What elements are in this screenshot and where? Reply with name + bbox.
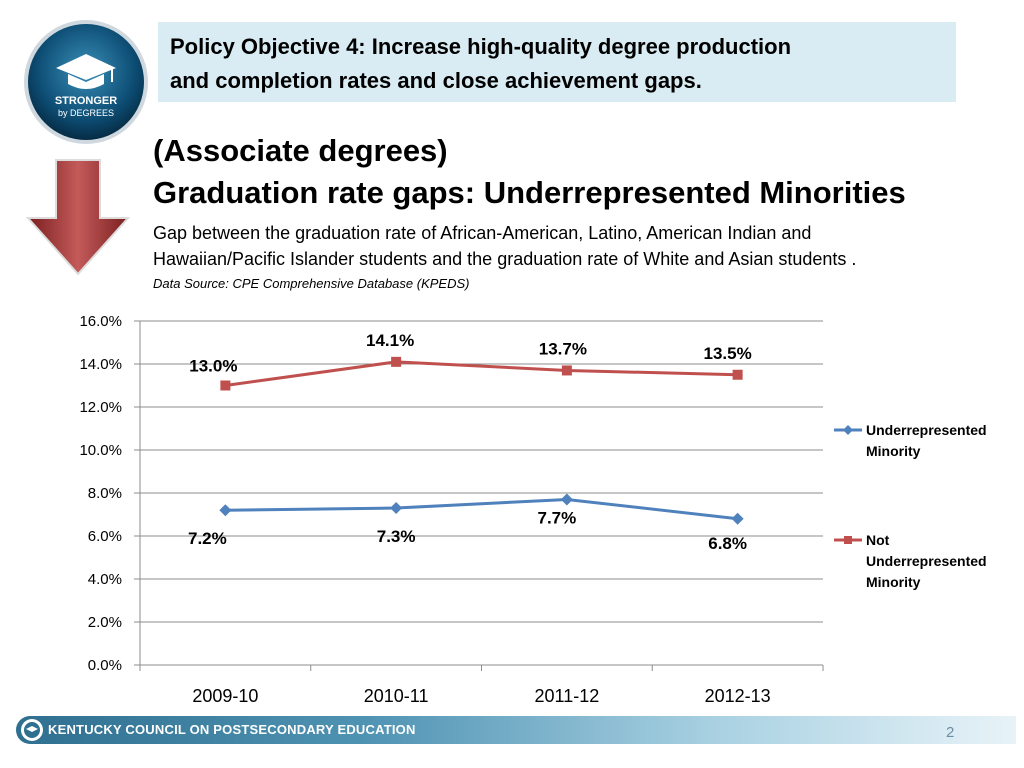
data-point: [561, 365, 572, 376]
legend-label: Not: [866, 532, 890, 548]
footer-bar: [16, 716, 1016, 744]
data-label: 7.7%: [538, 508, 577, 527]
graduation-rate-chart: 0.0% 2.0% 4.0% 6.0% 8.0% 10.0% 12.0% 14.0% 16.0%…: [79, 313, 987, 706]
headline-line-1: (Associate degrees): [153, 133, 448, 168]
legend-label: Minority: [866, 443, 921, 459]
y-tick-label: 2.0%: [88, 614, 122, 631]
x-tick-label: 2010-11: [364, 686, 429, 706]
series-line: [225, 360, 738, 387]
y-tick-label: 8.0%: [88, 485, 122, 502]
data-point: [560, 493, 573, 506]
page-title: (Associate degrees) Graduation rate gaps…: [153, 130, 1013, 214]
logo-text-stronger: STRONGER: [55, 95, 117, 107]
data-label: 13.7%: [539, 339, 587, 358]
y-tick-label: 10.0%: [79, 442, 122, 459]
data-label: 6.8%: [708, 534, 747, 553]
data-point: [219, 504, 232, 517]
data-point: [220, 380, 231, 391]
description: Gap between the graduation rate of Afric…: [153, 220, 1013, 272]
data-label: 13.0%: [189, 357, 237, 376]
data-point: [731, 512, 744, 525]
x-tick-label: 2009-10: [192, 686, 258, 706]
data-point: [732, 369, 743, 380]
objective-line-1: Policy Objective 4: Increase high-qualit…: [170, 34, 792, 59]
headline-line-2: Graduation rate gaps: Underrepresented M…: [153, 175, 906, 210]
legend-marker: [844, 536, 852, 544]
x-tick-label: 2012-13: [705, 686, 771, 706]
data-label: 13.5%: [704, 344, 752, 363]
data-point: [390, 502, 403, 515]
data-label: 7.3%: [377, 527, 416, 546]
legend-marker: [843, 425, 853, 435]
y-tick-label: 4.0%: [88, 571, 122, 588]
footer-org-name: KENTUCKY COUNCIL ON POSTSECONDARY EDUCAT…: [48, 722, 416, 737]
data-source: Data Source: CPE Comprehensive Database …: [153, 276, 470, 291]
y-tick-label: 14.0%: [79, 356, 122, 373]
council-seal-icon: [21, 719, 43, 741]
y-tick-label: 0.0%: [88, 657, 122, 674]
y-tick-label: 12.0%: [79, 399, 122, 416]
legend-label: Minority: [866, 574, 921, 590]
series-line: [225, 497, 738, 521]
page-number: 2: [946, 724, 955, 741]
stronger-by-degrees-logo: STRONGER by DEGREES: [24, 20, 148, 144]
description-line-1: Gap between the graduation rate of Afric…: [153, 223, 812, 243]
graduation-cap-icon: [56, 54, 116, 80]
data-point: [391, 356, 402, 367]
y-tick-label: 16.0%: [79, 313, 122, 330]
description-line-2: Hawaiian/Pacific Islander students and t…: [153, 249, 857, 269]
x-tick-label: 2011-12: [535, 686, 600, 706]
data-label: 14.1%: [366, 331, 414, 350]
legend-label: Underrepresented: [866, 422, 987, 438]
logo-text-degrees: by DEGREES: [58, 108, 114, 118]
data-label: 7.2%: [188, 529, 227, 548]
legend-label: Underrepresented: [866, 553, 987, 569]
down-arrow-icon: [26, 159, 130, 276]
policy-objective-box: Policy Objective 4: Increase high-qualit…: [158, 22, 956, 102]
y-tick-label: 6.0%: [88, 528, 122, 545]
objective-line-2: and completion rates and close achieveme…: [170, 68, 702, 93]
